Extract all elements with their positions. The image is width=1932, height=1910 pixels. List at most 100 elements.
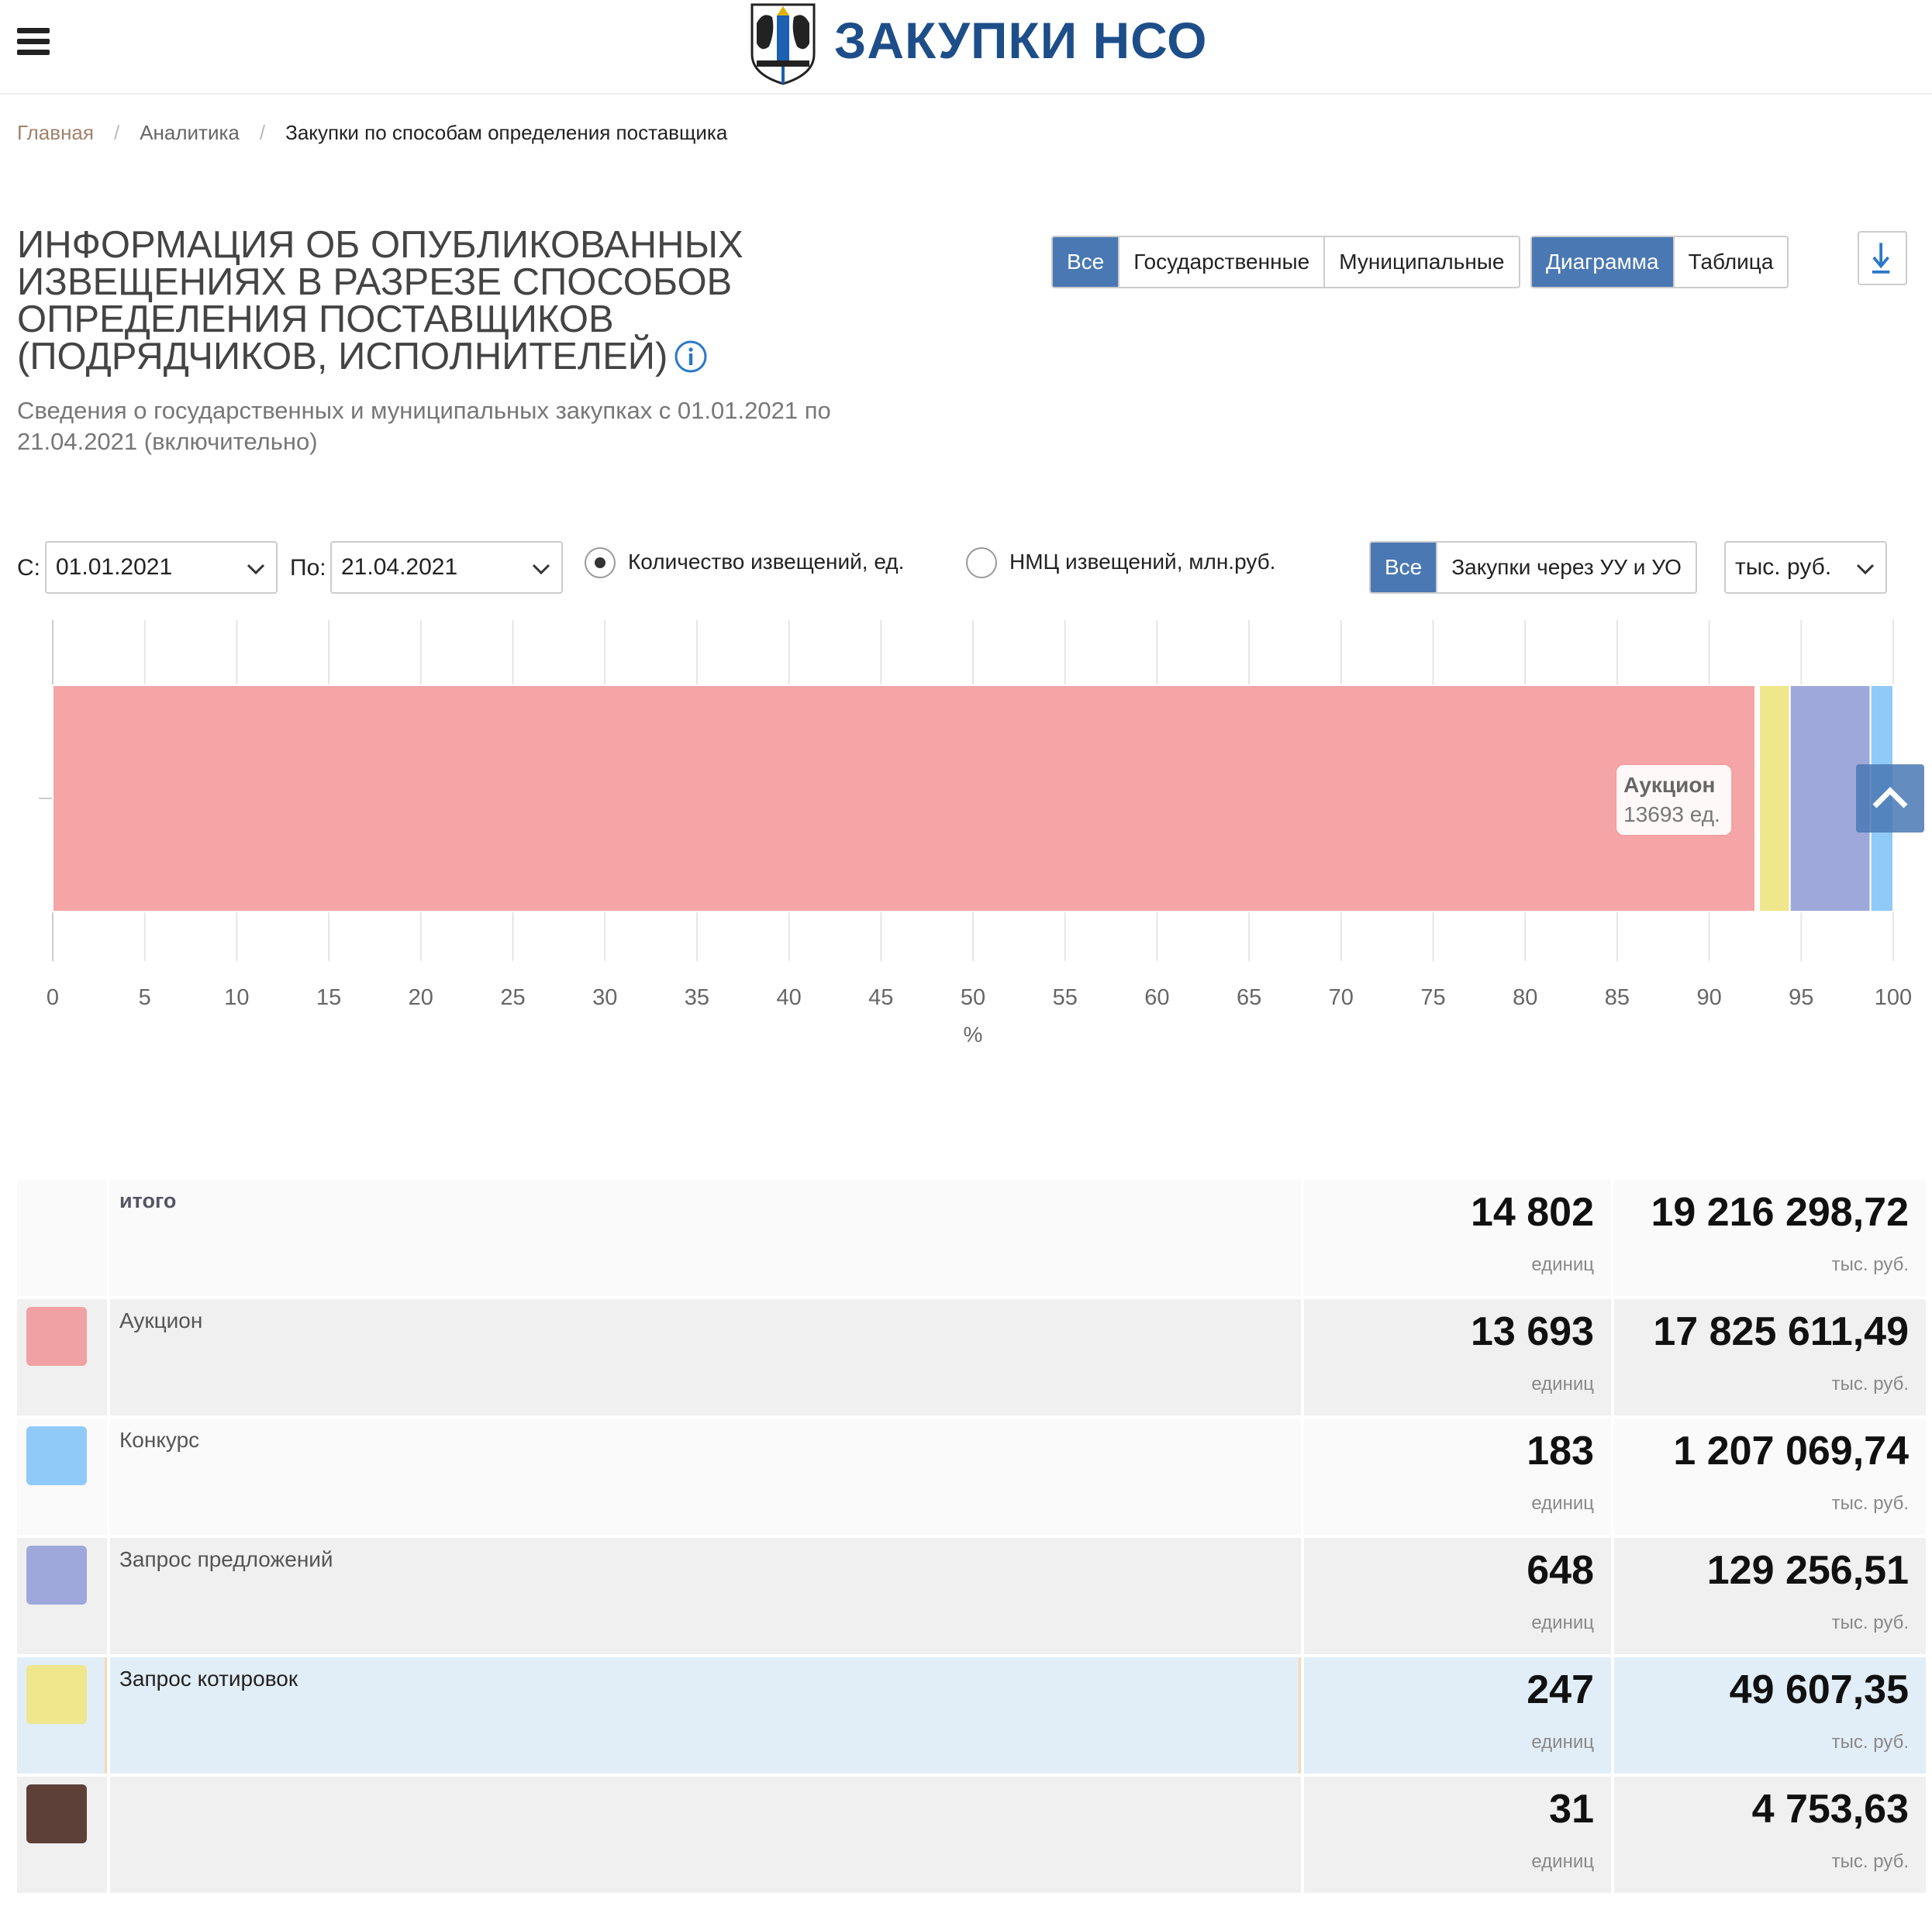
scope-switch: Все Государственные Муниципальные <box>1051 236 1520 288</box>
count-unit: единиц <box>1531 1732 1594 1753</box>
row-name: Конкурс <box>119 1428 200 1452</box>
menu-icon[interactable] <box>17 28 50 56</box>
x-tick-label: 80 <box>1513 985 1537 1010</box>
color-swatch <box>26 1784 87 1843</box>
metric-count-radio[interactable]: Количество извещений, ед. <box>585 547 926 581</box>
row-name: Аукцион <box>119 1308 203 1333</box>
x-axis-label: % <box>964 1022 983 1046</box>
scope-state-button[interactable]: Государственные <box>1120 237 1326 287</box>
color-swatch <box>26 1426 87 1485</box>
sum-unit: тыс. руб. <box>1831 1374 1909 1395</box>
sum-cell: 4 753,63 тыс. руб. <box>1614 1777 1926 1893</box>
bar-segment[interactable] <box>1758 684 1791 912</box>
x-tick-label: 90 <box>1696 985 1721 1010</box>
date-to-select[interactable]: 21.04.2021 <box>330 541 563 594</box>
metric-nmc-radio[interactable]: НМЦ извещений, млн.руб. <box>966 547 1307 581</box>
row-sum: 19 216 298,72 <box>1651 1190 1909 1235</box>
sum-unit: тыс. руб. <box>1831 1612 1909 1633</box>
color-swatch <box>26 1546 87 1605</box>
table-row[interactable]: Запрос предложений 648 единиц 129 256,51 т… <box>17 1538 1926 1657</box>
units-select[interactable]: тыс. руб. <box>1724 541 1887 594</box>
x-tick-label: 40 <box>776 985 801 1010</box>
units-value: тыс. руб. <box>1735 554 1832 580</box>
chevron-down-icon <box>1856 564 1875 575</box>
swatch-cell <box>17 1777 107 1893</box>
count-unit: единиц <box>1531 1851 1594 1872</box>
date-to-value: 21.04.2021 <box>341 554 458 580</box>
bar-segment[interactable] <box>52 684 1757 912</box>
brand-title[interactable]: ЗАКУПКИ НСО <box>834 12 1208 69</box>
swatch-cell <box>17 1657 107 1774</box>
table-row[interactable]: Конкурс 183 единиц 1 207 069,74 тыс. руб. <box>17 1419 1926 1538</box>
color-swatch <box>26 1665 87 1724</box>
name-cell <box>110 1777 1301 1893</box>
from-label: С: <box>17 555 40 581</box>
x-tick-label: 0 <box>47 985 59 1010</box>
count-cell: 648 единиц <box>1304 1538 1611 1654</box>
count-cell: 183 единиц <box>1304 1419 1611 1535</box>
count-cell: 247 единиц <box>1304 1657 1611 1774</box>
sum-unit: тыс. руб. <box>1831 1254 1909 1275</box>
tooltip-title: Аукцион <box>1623 773 1715 797</box>
download-icon <box>1872 243 1890 274</box>
sum-cell: 19 216 298,72 тыс. руб. <box>1614 1180 1926 1296</box>
tooltip-value: 13693 ед. <box>1623 802 1720 826</box>
view-table-button[interactable]: Таблица <box>1688 250 1774 274</box>
table-row-highlighted[interactable]: Запрос котировок 247 единиц 49 607,35 тыс.… <box>17 1657 1926 1777</box>
metric-count-label: Количество извещений, ед. <box>628 550 905 574</box>
x-tick-label: 30 <box>592 985 617 1010</box>
breadcrumb-analytics[interactable]: Аналитика <box>140 121 240 144</box>
row-sum: 17 825 611,49 <box>1653 1309 1909 1354</box>
purchase-switch: Все Закупки через УУ и УО <box>1369 541 1697 594</box>
x-tick-label: 100 <box>1875 985 1912 1010</box>
x-tick-label: 65 <box>1237 985 1261 1010</box>
date-from-value: 01.01.2021 <box>56 554 173 580</box>
purchase-uu-uo-button[interactable]: Закупки через УУ и УО <box>1451 555 1682 579</box>
coat-of-arms-logo[interactable] <box>746 0 820 85</box>
row-count: 14 802 <box>1470 1190 1594 1235</box>
table-row[interactable]: 31 единиц 4 753,63 тыс. руб. <box>17 1777 1926 1896</box>
row-name: Запрос котировок <box>119 1667 298 1691</box>
row-count: 183 <box>1527 1429 1594 1474</box>
to-label: По: <box>290 555 326 581</box>
x-tick-label: 85 <box>1605 985 1630 1010</box>
row-count: 13 693 <box>1470 1309 1594 1354</box>
row-sum: 4 753,63 <box>1751 1787 1909 1832</box>
page-title-text: ИНФОРМАЦИЯ ОБ ОПУБЛИКОВАННЫХ ИЗВЕЩЕНИЯХ … <box>17 224 743 378</box>
row-sum: 1 207 069,74 <box>1673 1429 1909 1474</box>
table-row[interactable]: Аукцион 13 693 единиц 17 825 611,49 тыс. р… <box>17 1299 1926 1419</box>
x-tick-label: 15 <box>316 985 341 1010</box>
x-tick-label: 70 <box>1329 985 1354 1010</box>
date-from-select[interactable]: 01.01.2021 <box>45 541 278 594</box>
count-cell: 31 единиц <box>1304 1777 1611 1893</box>
name-cell: Аукцион <box>110 1299 1301 1415</box>
breadcrumb-separator: / <box>259 121 266 144</box>
scroll-up-button[interactable] <box>1856 764 1924 833</box>
share-bar-chart: 0 5 10 15 20 25 30 35 40 45 50 55 60 65 70 75 80 85 90 95 10… <box>39 620 1912 1046</box>
sum-cell: 17 825 611,49 тыс. руб. <box>1614 1299 1926 1415</box>
x-tick-label: 75 <box>1420 985 1445 1010</box>
chevron-up-icon <box>1872 787 1908 808</box>
x-tick-label: 45 <box>868 985 893 1010</box>
sum-cell: 1 207 069,74 тыс. руб. <box>1614 1419 1926 1535</box>
x-tick-label: 60 <box>1144 985 1169 1010</box>
view-switch: Диаграмма Таблица <box>1530 236 1789 288</box>
scope-all-button[interactable]: Все <box>1053 237 1120 287</box>
radio-unchecked-icon <box>966 547 997 578</box>
download-button[interactable] <box>1858 231 1907 285</box>
swatch-cell <box>17 1299 107 1415</box>
sum-cell: 49 607,35 тыс. руб. <box>1614 1657 1926 1774</box>
page-subtitle: Сведения о государственных и муниципальн… <box>17 397 831 455</box>
view-chart-button[interactable]: Диаграмма <box>1532 237 1675 287</box>
info-icon[interactable] <box>674 340 708 374</box>
purchase-all-button[interactable]: Все <box>1371 543 1438 592</box>
breadcrumb-home[interactable]: Главная <box>17 121 94 144</box>
sum-cell: 129 256,51 тыс. руб. <box>1614 1538 1926 1654</box>
tooltip-box <box>1615 764 1734 836</box>
scope-municipal-button[interactable]: Муниципальные <box>1339 250 1505 274</box>
table-row-total: итого 14 802 единиц 19 216 298,72 тыс. руб… <box>17 1180 1926 1299</box>
color-swatch <box>26 1307 87 1366</box>
name-cell: Конкурс <box>110 1419 1301 1535</box>
header: ЗАКУПКИ НСО <box>0 0 1932 95</box>
x-tick-label: 25 <box>500 985 525 1010</box>
